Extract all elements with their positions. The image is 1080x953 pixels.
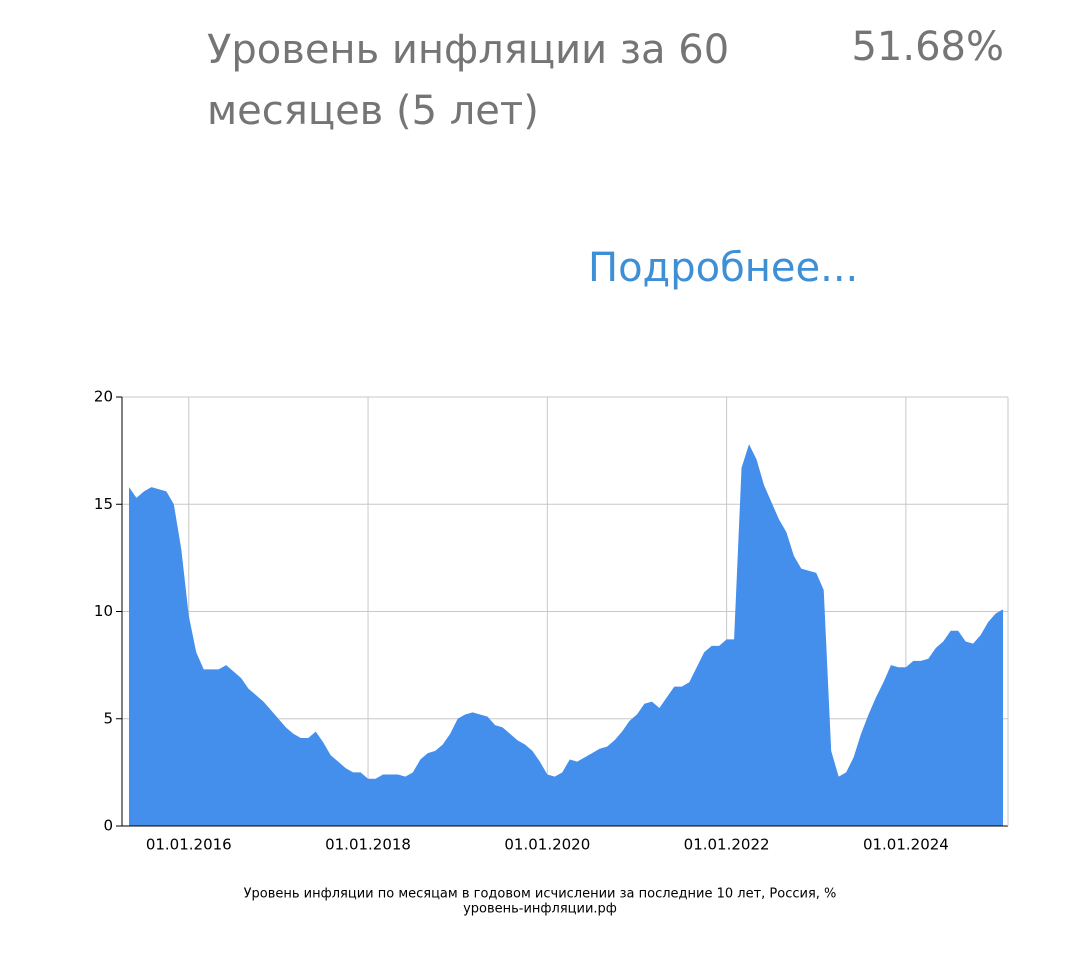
header-title: Уровень инфляции за 60 месяцев (5 лет) <box>207 27 730 134</box>
x-tick-label: 01.01.2016 <box>146 836 232 854</box>
y-tick-label: 10 <box>94 602 113 620</box>
x-tick-label: 01.01.2024 <box>863 836 949 854</box>
chart-source: уровень-инфляции.рф <box>463 902 617 917</box>
y-tick-label: 0 <box>103 817 113 835</box>
chart-caption: Уровень инфляции по месяцам в годовом ис… <box>244 887 837 902</box>
area <box>129 444 1003 826</box>
y-tick-label: 20 <box>94 388 113 406</box>
header-value: 51.68% <box>851 24 1004 70</box>
x-tick-label: 01.01.2022 <box>684 836 770 854</box>
x-tick-label: 01.01.2018 <box>325 836 411 854</box>
y-tick-label: 15 <box>94 495 113 513</box>
y-tick-label: 5 <box>103 709 113 727</box>
more-link[interactable]: Подробнее... <box>588 245 859 291</box>
x-tick-label: 01.01.2020 <box>504 836 590 854</box>
